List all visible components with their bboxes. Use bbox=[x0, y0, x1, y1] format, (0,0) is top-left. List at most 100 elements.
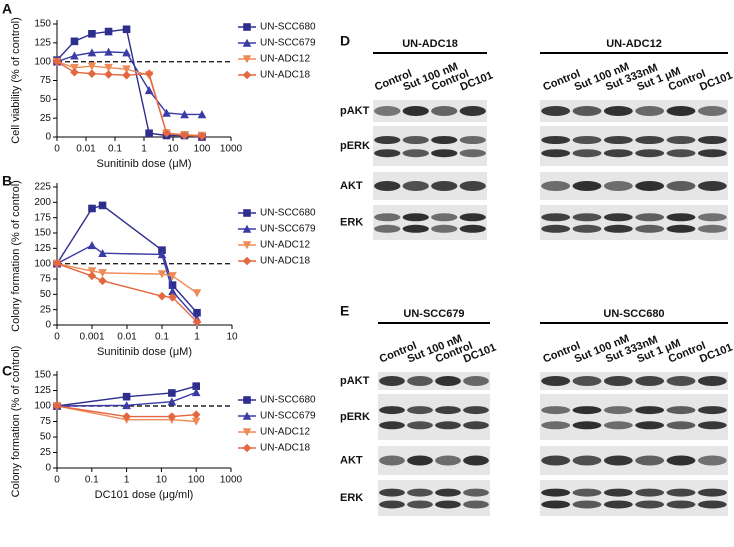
marker bbox=[167, 397, 177, 406]
marker bbox=[192, 382, 200, 390]
blot-band bbox=[435, 376, 461, 386]
blot-band bbox=[431, 106, 458, 116]
marker bbox=[104, 47, 113, 56]
x-axis-label: Sunitinib dose (μM) bbox=[97, 346, 192, 358]
blot-band bbox=[697, 224, 727, 233]
marker bbox=[104, 63, 113, 72]
blot-band bbox=[431, 224, 458, 233]
blot-band bbox=[541, 136, 571, 144]
y-tick-label: 100 bbox=[34, 401, 51, 412]
blot-band bbox=[603, 213, 633, 222]
blot-band bbox=[435, 488, 461, 497]
y-tick-label: 100 bbox=[34, 56, 51, 67]
blot-band bbox=[374, 106, 401, 116]
row-label: pAKT bbox=[340, 105, 370, 117]
marker bbox=[87, 48, 97, 57]
blot-band bbox=[603, 224, 633, 233]
blot-background bbox=[540, 100, 728, 122]
blot-band bbox=[697, 136, 727, 144]
y-tick-label: 25 bbox=[40, 304, 52, 315]
marker bbox=[87, 62, 97, 71]
marker bbox=[98, 276, 107, 286]
marker bbox=[122, 70, 131, 80]
x-tick-label: 0 bbox=[54, 144, 60, 155]
blot-band bbox=[459, 224, 486, 233]
panel-label: C bbox=[2, 363, 12, 379]
marker bbox=[242, 443, 252, 453]
blot-band bbox=[572, 406, 602, 415]
blot-band bbox=[541, 213, 571, 222]
blot-band bbox=[374, 136, 401, 144]
marker bbox=[243, 396, 251, 404]
marker bbox=[242, 70, 252, 80]
blot-band bbox=[463, 500, 489, 509]
blot-band bbox=[407, 500, 433, 509]
blot-band bbox=[572, 149, 602, 158]
blot-band bbox=[431, 213, 458, 222]
marker bbox=[157, 250, 167, 259]
row-label: pERK bbox=[340, 140, 370, 152]
series-line bbox=[56, 204, 198, 314]
blot-band bbox=[431, 149, 458, 158]
marker bbox=[52, 57, 62, 66]
blot-band bbox=[459, 149, 486, 158]
y-tick-label: 225 bbox=[34, 182, 51, 193]
blot-band bbox=[407, 406, 433, 415]
marker bbox=[70, 67, 79, 77]
marker bbox=[157, 270, 167, 279]
group-title: UN-ADC12 bbox=[606, 38, 662, 50]
blot-band bbox=[603, 106, 633, 116]
blot-band bbox=[402, 136, 429, 144]
row-label: pAKT bbox=[340, 375, 370, 387]
blot-background bbox=[540, 394, 728, 440]
blot-band bbox=[541, 181, 571, 191]
marker bbox=[157, 291, 167, 301]
blot-band bbox=[697, 406, 727, 415]
series-line bbox=[56, 405, 197, 423]
x-tick-label: 10 bbox=[167, 144, 179, 155]
blot-background bbox=[373, 205, 487, 240]
blot-band bbox=[374, 213, 401, 222]
legend-label: UN-ADC18 bbox=[260, 256, 310, 267]
y-tick-label: 100 bbox=[34, 258, 51, 269]
series-line bbox=[56, 28, 203, 138]
marker bbox=[52, 401, 62, 411]
x-tick-label: 1000 bbox=[220, 475, 243, 486]
blot-band bbox=[697, 500, 727, 509]
blot-background bbox=[540, 205, 728, 240]
blot-band bbox=[463, 455, 489, 466]
blot-band bbox=[635, 455, 665, 466]
x-tick-label: 0.1 bbox=[155, 332, 169, 343]
group-title: UN-SCC680 bbox=[603, 308, 664, 320]
marker bbox=[191, 388, 201, 397]
marker bbox=[242, 411, 252, 420]
x-tick-label: 0.01 bbox=[117, 332, 137, 343]
blot-band bbox=[697, 421, 727, 430]
blot-band bbox=[572, 181, 602, 191]
x-axis-label: Sunitinib dose (μM) bbox=[97, 158, 192, 170]
blot-band bbox=[402, 224, 429, 233]
blot-band bbox=[463, 376, 489, 386]
blot-band bbox=[374, 149, 401, 158]
blot-band bbox=[603, 406, 633, 415]
marker bbox=[162, 108, 171, 117]
legend-label: UN-SCC679 bbox=[260, 38, 316, 49]
blot-band bbox=[407, 421, 433, 430]
marker bbox=[98, 201, 107, 210]
y-tick-label: 150 bbox=[34, 370, 51, 381]
blot-band bbox=[572, 455, 602, 466]
marker bbox=[168, 272, 177, 281]
blot-band bbox=[459, 213, 486, 222]
x-tick-label: 0 bbox=[54, 475, 60, 486]
blot-band bbox=[572, 488, 602, 497]
blot-band bbox=[572, 500, 602, 509]
x-tick-label: 10 bbox=[226, 332, 238, 343]
marker bbox=[168, 389, 176, 397]
blot-background bbox=[540, 126, 728, 166]
marker bbox=[242, 55, 252, 64]
marker bbox=[168, 293, 177, 302]
series-line bbox=[56, 263, 198, 323]
marker bbox=[191, 417, 201, 426]
